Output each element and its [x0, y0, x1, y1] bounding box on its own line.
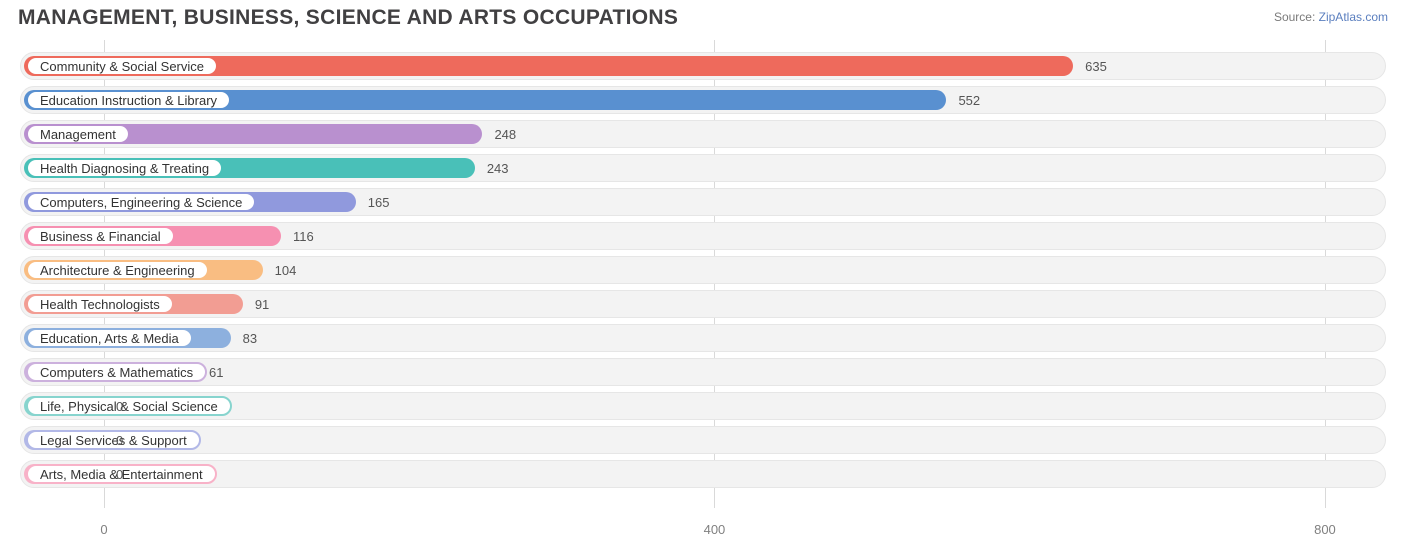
- bar-label-pill: Health Diagnosing & Treating: [26, 158, 223, 178]
- bar-row: Computers, Engineering & Science 165: [20, 188, 1386, 216]
- bar-row: Life, Physical & Social Science0: [20, 392, 1386, 420]
- bar-row: Education Instruction & Library 552: [20, 86, 1386, 114]
- bar-row: Computers & Mathematics61: [20, 358, 1386, 386]
- bar-value-label: 248: [494, 124, 516, 144]
- bar-row: Health Technologists 91: [20, 290, 1386, 318]
- plot-area: Community & Social Service 635 Education I…: [20, 40, 1386, 508]
- source-link[interactable]: ZipAtlas.com: [1319, 10, 1388, 24]
- x-axis: 0 400 800: [20, 512, 1386, 542]
- bar-track: [20, 426, 1386, 454]
- bar-row: Architecture & Engineering 104: [20, 256, 1386, 284]
- bar-label-pill: Health Technologists: [26, 294, 174, 314]
- bar-label-pill: Life, Physical & Social Science: [26, 396, 232, 416]
- source-attribution: Source: ZipAtlas.com: [1274, 6, 1388, 24]
- bar-label-pill: Computers & Mathematics: [26, 362, 207, 382]
- bar-value-label: 0: [116, 396, 123, 416]
- bar-label-pill: Legal Services & Support: [26, 430, 201, 450]
- source-prefix: Source:: [1274, 10, 1319, 24]
- bar-value-label: 104: [275, 260, 297, 280]
- bar-label-pill: Business & Financial: [26, 226, 175, 246]
- x-tick-label: 400: [704, 522, 726, 537]
- bar-row: Legal Services & Support0: [20, 426, 1386, 454]
- bar-value-label: 91: [255, 294, 269, 314]
- bar-label-pill: Computers, Engineering & Science: [26, 192, 256, 212]
- bar-value-label: 552: [958, 90, 980, 110]
- x-tick-label: 0: [100, 522, 107, 537]
- bar-label-pill: Architecture & Engineering: [26, 260, 209, 280]
- occupations-bar-chart: Community & Social Service 635 Education I…: [10, 40, 1396, 550]
- bar-value-label: 0: [116, 430, 123, 450]
- bar-value-label: 165: [368, 192, 390, 212]
- bar-row: Arts, Media & Entertainment0: [20, 460, 1386, 488]
- bar-label-pill: Community & Social Service: [26, 56, 218, 76]
- bar-value-label: 116: [293, 226, 314, 246]
- bar-value-label: 635: [1085, 56, 1107, 76]
- bar-value-label: 243: [487, 158, 509, 178]
- bar-value-label: 0: [116, 464, 123, 484]
- bar-row: Health Diagnosing & Treating 243: [20, 154, 1386, 182]
- bar-value-label: 61: [209, 362, 223, 382]
- bar-row: Education, Arts & Media 83: [20, 324, 1386, 352]
- bar-track: [20, 460, 1386, 488]
- chart-header: MANAGEMENT, BUSINESS, SCIENCE AND ARTS O…: [0, 0, 1406, 32]
- chart-title: MANAGEMENT, BUSINESS, SCIENCE AND ARTS O…: [18, 6, 678, 30]
- bar-track: [20, 358, 1386, 386]
- x-tick-label: 800: [1314, 522, 1336, 537]
- bar-label-pill: Education, Arts & Media: [26, 328, 193, 348]
- bar-row: Community & Social Service 635: [20, 52, 1386, 80]
- bar-value-label: 83: [243, 328, 257, 348]
- bar-label-pill: Education Instruction & Library: [26, 90, 231, 110]
- bar-label-pill: Management: [26, 124, 130, 144]
- bar-row: Business & Financial 116: [20, 222, 1386, 250]
- bar-row: Management 248: [20, 120, 1386, 148]
